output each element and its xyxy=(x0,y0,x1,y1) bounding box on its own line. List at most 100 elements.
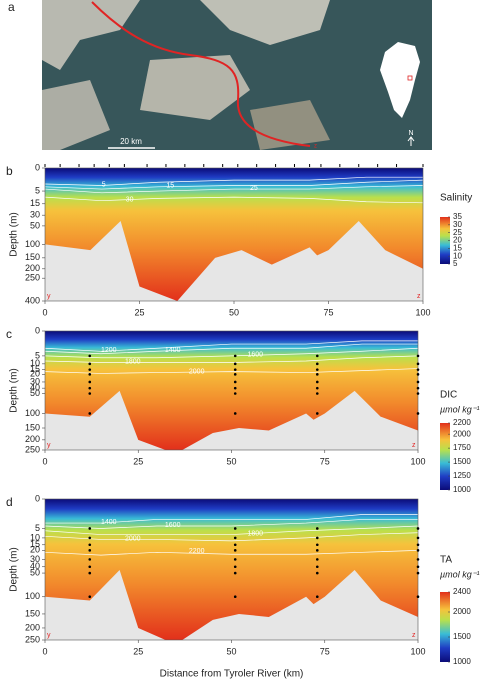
sample-point xyxy=(315,558,319,561)
sample-point xyxy=(233,558,237,561)
scale-label: 20 km xyxy=(120,137,142,146)
x-axis-label: Distance from Tyroler River (km) xyxy=(160,669,304,680)
sample-point xyxy=(88,354,92,358)
y-tick-label: 250 xyxy=(25,273,40,283)
x-tick-label: 50 xyxy=(229,307,239,317)
map-panel: a 20 km N z xyxy=(8,0,432,150)
y-tick-label: 40 xyxy=(30,383,40,393)
y-tick-label: 0 xyxy=(35,162,40,172)
x-tick-label: 75 xyxy=(320,456,330,466)
north-arrow xyxy=(407,136,415,146)
x-tick-label: 0 xyxy=(42,646,47,656)
sample-point xyxy=(416,368,420,371)
sample-point xyxy=(233,368,237,371)
sample-point xyxy=(315,536,319,540)
sample-point xyxy=(233,571,237,575)
y-tick-label: 150 xyxy=(25,422,40,432)
y-tick-label: 20 xyxy=(30,369,40,379)
y-tick-label: 50 xyxy=(30,220,40,230)
contour-line xyxy=(45,532,418,542)
y-tick-label: 30 xyxy=(30,554,40,564)
colorbar-tick-label: 1250 xyxy=(453,471,471,480)
x-tick-label: 0 xyxy=(42,307,47,317)
start-label: y xyxy=(47,442,51,449)
sample-point xyxy=(315,386,319,390)
y-tick-label: 0 xyxy=(35,325,40,335)
transect-route xyxy=(91,1,311,147)
colorbar-tick-label: 2200 xyxy=(453,418,471,427)
sample-point xyxy=(315,565,319,569)
sample-point xyxy=(233,527,237,530)
y-axis-label: Depth (m) xyxy=(9,212,20,256)
colorbar-unit: µmol kg⁻¹ xyxy=(440,404,479,414)
y-tick-label: 50 xyxy=(30,388,40,398)
panel-label: b xyxy=(6,164,13,178)
contour-line xyxy=(45,368,418,374)
sample-point xyxy=(315,527,319,530)
sample-point xyxy=(315,380,319,384)
contour-line xyxy=(45,549,418,556)
y-tick-label: 150 xyxy=(25,608,40,618)
x-tick-label: 100 xyxy=(415,307,430,317)
sample-point xyxy=(88,543,92,547)
sample-point xyxy=(88,571,92,575)
contour-line xyxy=(45,343,418,355)
x-tick-label: 75 xyxy=(323,307,333,317)
end-label: z xyxy=(412,632,416,639)
contour-label: 1800 xyxy=(248,530,264,537)
y-tick-label: 100 xyxy=(25,591,40,601)
x-tick-label: 50 xyxy=(226,456,236,466)
colorbar-unit: µmol kg⁻¹ xyxy=(440,569,479,579)
sample-point xyxy=(416,536,420,540)
section-plot: 1400 1600 1800 2000 2200 xyxy=(45,499,418,640)
contour-label: 1200 xyxy=(101,347,117,354)
sample-point xyxy=(416,386,420,390)
colorbar-tick-label: 35 xyxy=(453,212,462,221)
sample-point xyxy=(416,392,420,395)
north-label: N xyxy=(408,130,413,137)
route-end-label: z xyxy=(314,144,317,150)
sample-point xyxy=(315,412,319,415)
sample-point xyxy=(88,380,92,384)
y-axis-label: Depth (m) xyxy=(9,368,20,412)
sample-point xyxy=(233,536,237,540)
colorbar-tick-label: 10 xyxy=(453,251,462,260)
panel-label: c xyxy=(6,327,12,341)
contour-label: 30 xyxy=(126,197,134,204)
section-plot: 5 15 25 30 xyxy=(45,168,423,301)
x-tick-label: 75 xyxy=(320,646,330,656)
x-tick-label: 50 xyxy=(226,646,236,656)
colorbar-tick-label: 5 xyxy=(453,259,458,268)
contour-line xyxy=(45,340,418,352)
sample-point xyxy=(416,565,420,569)
x-tick-label: 25 xyxy=(133,646,143,656)
start-label: y xyxy=(47,632,51,639)
y-tick-label: 30 xyxy=(30,376,40,386)
sample-point xyxy=(88,549,92,552)
contour-label: 15 xyxy=(166,183,174,190)
colorbar xyxy=(440,217,450,264)
colorbar-tick-label: 20 xyxy=(453,236,462,245)
y-tick-label: 15 xyxy=(30,539,40,549)
colorbar-tick-label: 2400 xyxy=(453,587,471,596)
sample-point xyxy=(233,373,237,376)
sample-point xyxy=(315,354,319,358)
sample-point xyxy=(233,362,237,366)
contour-line xyxy=(45,347,418,359)
sample-point xyxy=(233,565,237,569)
sample-point xyxy=(233,380,237,384)
colorbar-tick-label: 25 xyxy=(453,228,462,237)
sample-point xyxy=(315,571,319,575)
y-tick-label: 15 xyxy=(30,364,40,374)
sample-point xyxy=(233,354,237,358)
y-tick-label: 15 xyxy=(30,198,40,208)
contour-label: 1800 xyxy=(125,358,141,365)
sample-point xyxy=(315,373,319,376)
x-tick-label: 25 xyxy=(133,456,143,466)
y-tick-label: 100 xyxy=(25,408,40,418)
sample-point xyxy=(88,373,92,376)
y-tick-label: 10 xyxy=(30,358,40,368)
y-tick-label: 5 xyxy=(35,523,40,533)
sample-point xyxy=(416,558,420,561)
